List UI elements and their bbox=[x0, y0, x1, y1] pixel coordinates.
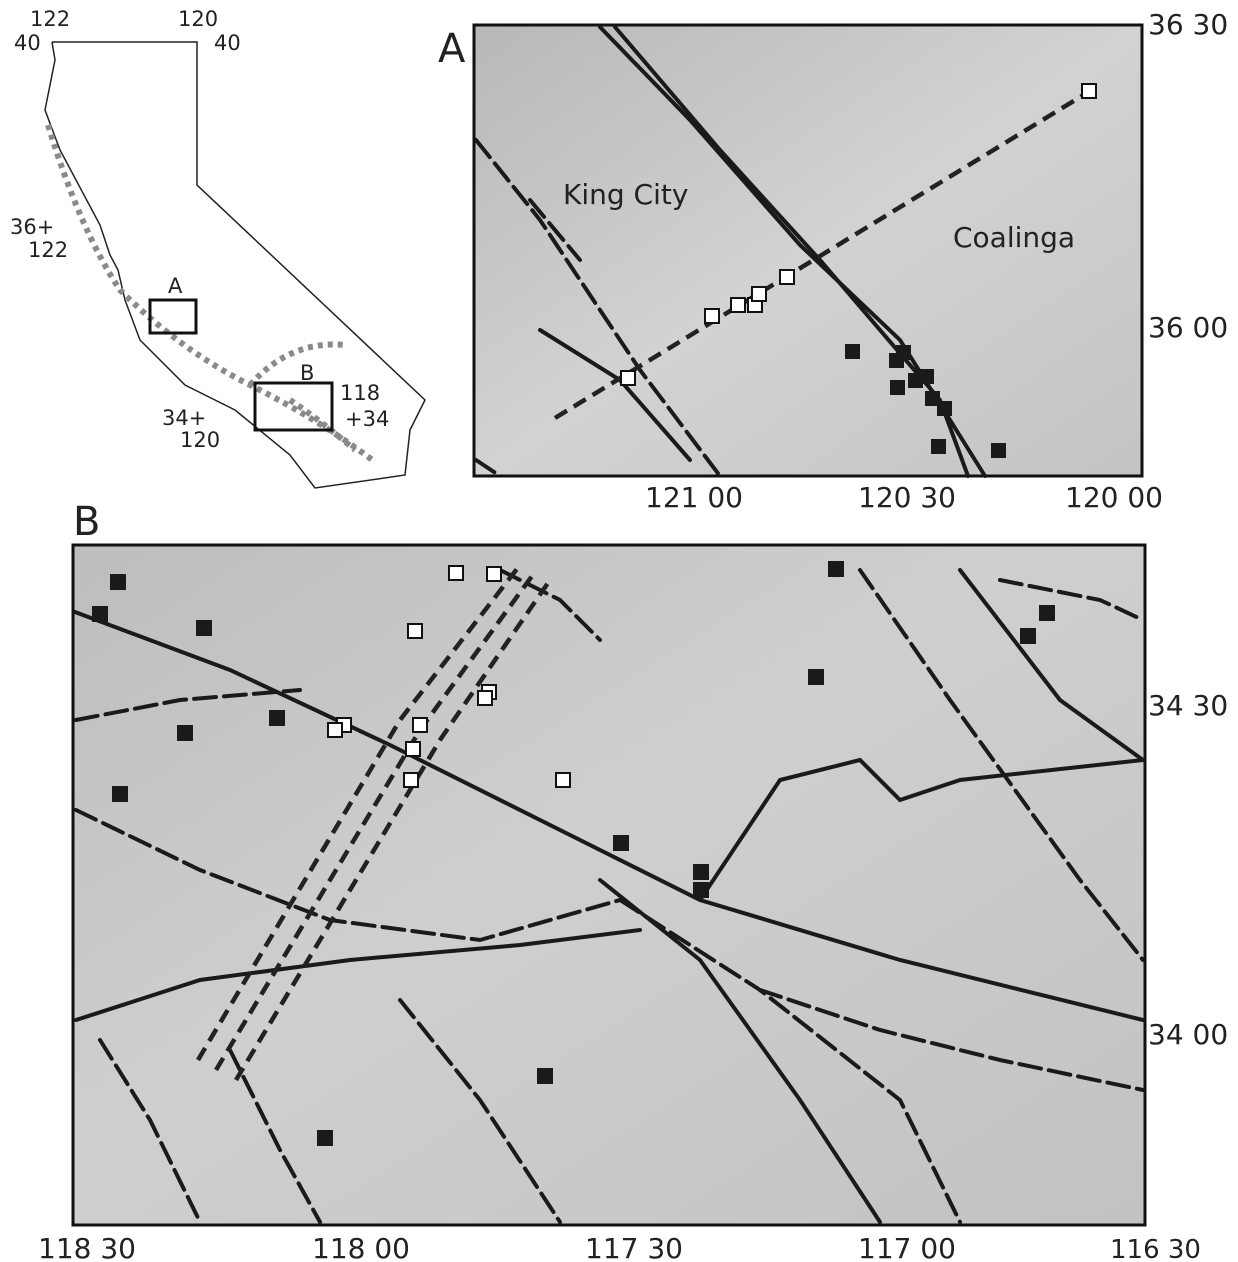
panel-a-fault bbox=[474, 458, 502, 478]
label: 118 00 bbox=[312, 1232, 410, 1262]
panel-b-fault bbox=[398, 998, 562, 1224]
label: Coalinga bbox=[953, 221, 1075, 254]
panel-a-site bbox=[845, 344, 860, 359]
panel-b-site bbox=[693, 882, 709, 898]
panel-b-site bbox=[269, 710, 285, 726]
panel-b-site bbox=[412, 717, 428, 733]
panel-b-fault bbox=[228, 1048, 322, 1224]
label: 118 bbox=[340, 381, 380, 405]
panel-b-fault bbox=[958, 568, 1145, 762]
label: 34 30 bbox=[1148, 689, 1228, 722]
panel-a-site bbox=[931, 439, 946, 454]
panel-b-site bbox=[693, 864, 709, 880]
label: 121 00 bbox=[645, 481, 743, 514]
inset-map bbox=[44, 41, 426, 489]
panel-b-site bbox=[537, 1068, 553, 1084]
panel-b-site bbox=[317, 1130, 333, 1146]
label: 117 30 bbox=[585, 1232, 683, 1262]
label: 36+ bbox=[10, 215, 54, 239]
label: B bbox=[300, 361, 314, 385]
panel-b-site bbox=[92, 606, 108, 622]
panel-b-site bbox=[555, 772, 571, 788]
panel-b-sites bbox=[92, 561, 1055, 1146]
panel-b-fault bbox=[698, 757, 1145, 902]
inset-map bbox=[44, 41, 426, 489]
panel-b-site bbox=[405, 741, 421, 757]
label: 36 00 bbox=[1148, 311, 1228, 344]
panel-b-site bbox=[327, 722, 343, 738]
panel-b-site bbox=[486, 566, 502, 582]
panel-b-fault bbox=[73, 610, 1145, 1022]
panel-b-site bbox=[613, 835, 629, 851]
panel-b-site bbox=[407, 623, 423, 639]
panel-b-site bbox=[1020, 628, 1036, 644]
label: A bbox=[168, 274, 183, 298]
panel-b-site bbox=[448, 565, 464, 581]
panel-a-site bbox=[730, 297, 746, 313]
label: 40 bbox=[14, 31, 41, 55]
panel-a-site bbox=[991, 443, 1006, 458]
panel-b-fault bbox=[998, 578, 1145, 622]
inset-map bbox=[45, 124, 377, 465]
panel-b-fault bbox=[74, 928, 642, 1022]
panel-a-fault bbox=[553, 89, 1092, 420]
inset-map bbox=[247, 341, 346, 387]
panel-b-fault bbox=[74, 688, 302, 722]
panel-a-fault bbox=[613, 25, 970, 478]
panel-b-site bbox=[110, 574, 126, 590]
panel-a-site bbox=[779, 269, 795, 285]
panel-b-site bbox=[177, 725, 193, 741]
label: 34+ bbox=[162, 406, 206, 430]
panel-a-sites bbox=[620, 83, 1097, 458]
panel-b-fault bbox=[234, 578, 552, 1082]
panel-a-site bbox=[890, 380, 905, 395]
panel-b-site bbox=[112, 786, 128, 802]
inset-map bbox=[288, 397, 357, 453]
label: 120 bbox=[180, 428, 220, 452]
label: 118 30 bbox=[38, 1232, 136, 1262]
panel-b-site bbox=[477, 690, 493, 706]
label: 34 00 bbox=[1148, 1018, 1228, 1051]
label: 120 bbox=[178, 7, 218, 31]
label: A bbox=[438, 26, 466, 72]
panel-a-fault bbox=[528, 198, 582, 262]
panel-b-fault bbox=[758, 988, 1145, 1092]
label: +34 bbox=[345, 407, 389, 431]
label: 120 30 bbox=[858, 481, 956, 514]
panel-b-fault bbox=[98, 1038, 202, 1224]
label: 36 30 bbox=[1148, 8, 1228, 41]
panel-a-site bbox=[919, 369, 934, 384]
panel-a-site bbox=[1081, 83, 1097, 99]
panel-a-site bbox=[704, 308, 720, 324]
label: 116 30 bbox=[1110, 1235, 1201, 1262]
inset-map bbox=[148, 298, 198, 335]
panel-a-site bbox=[925, 391, 940, 406]
panel-a-site bbox=[620, 370, 636, 386]
label: 117 00 bbox=[858, 1232, 956, 1262]
label: B bbox=[73, 499, 100, 545]
label: 120 00 bbox=[1065, 481, 1163, 514]
panel-a-site bbox=[896, 345, 911, 360]
label: 122 bbox=[28, 238, 68, 262]
panel-b-site bbox=[828, 561, 844, 577]
panel-a-site bbox=[751, 286, 767, 302]
panel-b-site bbox=[196, 620, 212, 636]
panel-a-site bbox=[937, 401, 952, 416]
panel-b-site bbox=[403, 772, 419, 788]
panel-b-fault bbox=[618, 898, 962, 1224]
inset-map bbox=[253, 381, 334, 432]
panel-b-fault bbox=[858, 568, 1145, 962]
panel-b-fault bbox=[498, 568, 602, 642]
panel-b-site bbox=[1039, 605, 1055, 621]
panel-b-site bbox=[808, 669, 824, 685]
label: 122 bbox=[30, 7, 70, 31]
panel-a-fault bbox=[474, 138, 722, 478]
label: 40 bbox=[214, 31, 241, 55]
label: King City bbox=[563, 178, 688, 211]
